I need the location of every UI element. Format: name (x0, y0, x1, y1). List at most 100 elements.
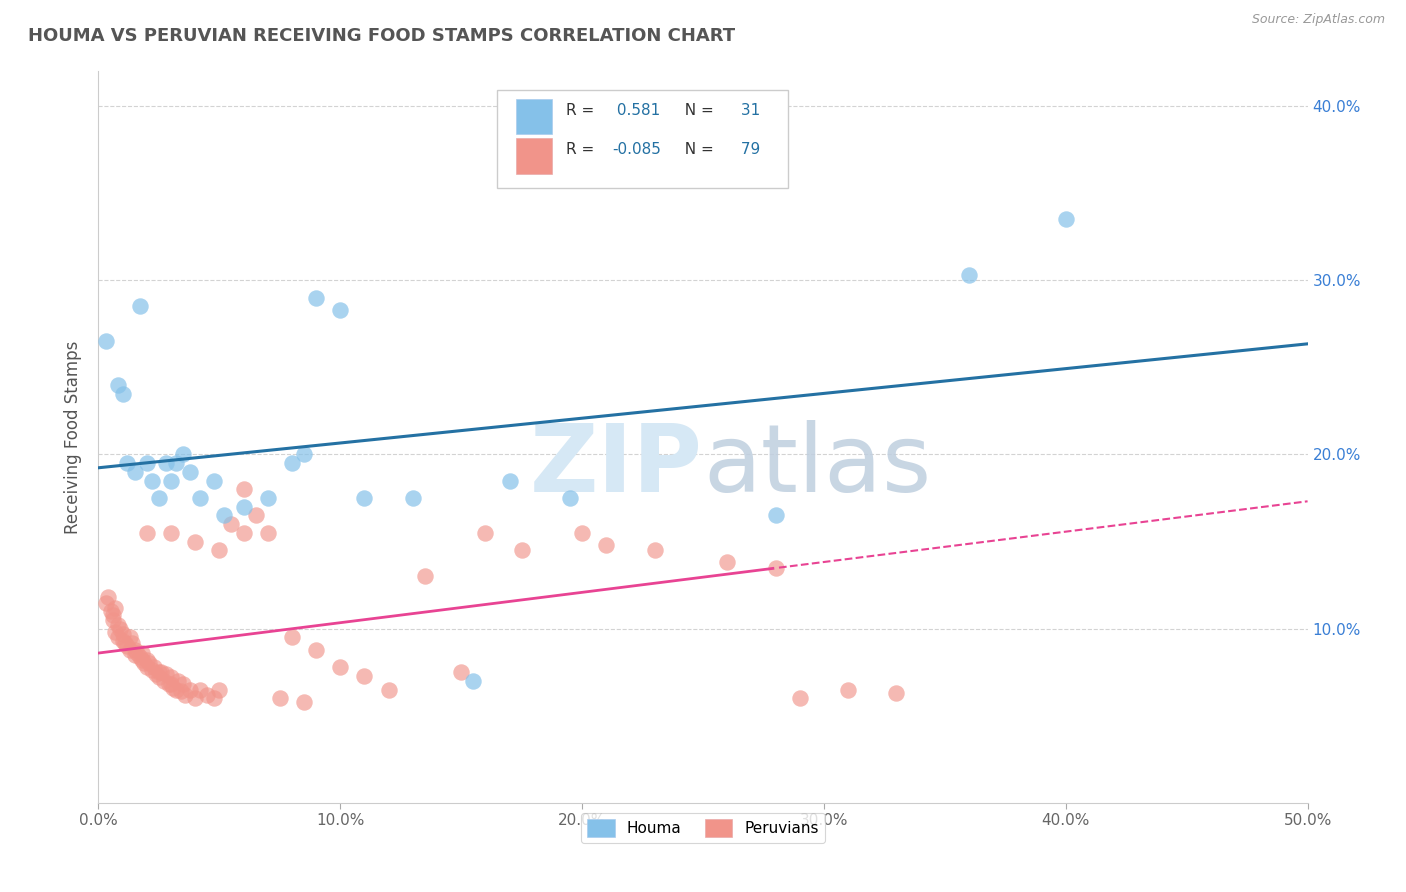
Point (413, 569, 436, 583)
Point (281, 631, 304, 645)
Point (124, 465, 146, 479)
Point (155, 456, 177, 470)
Bar (516, 138, 551, 174)
Point (474, 525, 496, 540)
Point (184, 534, 207, 549)
Point (97, 591, 120, 605)
Point (402, 491, 425, 505)
Legend: Houma, Peruvians: Houma, Peruvians (581, 813, 825, 843)
Text: HOUMA VS PERUVIAN RECEIVING FOOD STAMPS CORRELATION CHART: HOUMA VS PERUVIAN RECEIVING FOOD STAMPS … (28, 27, 735, 45)
Point (138, 657, 160, 671)
Point (101, 607, 124, 622)
Point (162, 681, 184, 695)
Point (107, 377, 129, 392)
Point (94, 595, 117, 609)
Point (148, 665, 170, 680)
Point (121, 635, 143, 649)
Point (101, 613, 124, 627)
Point (329, 302, 352, 317)
Point (118, 642, 141, 657)
Point (765, 508, 787, 523)
Point (145, 667, 167, 681)
Point (172, 677, 194, 691)
Point (188, 682, 211, 697)
Point (232, 525, 254, 540)
Text: -0.085: -0.085 (613, 143, 661, 157)
Point (148, 491, 170, 505)
Point (117, 639, 139, 653)
Point (644, 543, 666, 558)
Point (107, 618, 129, 632)
Point (160, 670, 183, 684)
Point (124, 648, 146, 662)
Point (141, 664, 163, 678)
Point (184, 691, 207, 706)
Point (558, 491, 581, 505)
Point (155, 667, 177, 681)
Point (245, 508, 267, 523)
Point (353, 668, 375, 682)
Point (143, 660, 166, 674)
Point (148, 670, 170, 684)
Point (510, 543, 533, 558)
Point (165, 682, 187, 697)
Point (886, 686, 908, 700)
Point (188, 491, 211, 505)
Point (208, 543, 231, 558)
Point (165, 456, 187, 470)
Point (957, 268, 980, 282)
Point (195, 688, 218, 702)
Point (204, 474, 226, 488)
Text: 79: 79 (735, 143, 759, 157)
Point (179, 682, 201, 697)
Point (292, 695, 315, 709)
Point (104, 600, 127, 615)
Point (124, 642, 146, 657)
Point (107, 631, 129, 645)
Point (353, 491, 375, 505)
Point (571, 525, 593, 540)
Point (134, 657, 156, 671)
Point (135, 653, 157, 667)
Point (128, 300, 150, 314)
Point (305, 642, 328, 657)
Point (174, 688, 197, 702)
Point (141, 474, 163, 488)
Point (131, 646, 153, 660)
Point (108, 622, 131, 636)
Point (160, 677, 183, 691)
Text: atlas: atlas (703, 420, 931, 512)
Point (117, 456, 139, 470)
Point (128, 649, 150, 664)
Point (232, 500, 254, 514)
Point (172, 448, 194, 462)
Point (131, 653, 153, 667)
Y-axis label: Receiving Food Stamps: Receiving Food Stamps (65, 341, 83, 533)
Point (463, 673, 485, 688)
Point (118, 631, 141, 645)
Point (135, 456, 157, 470)
Point (104, 625, 127, 640)
Point (281, 456, 304, 470)
Point (114, 635, 136, 649)
Point (292, 448, 315, 462)
Point (179, 465, 201, 479)
Text: ZIP: ZIP (530, 420, 703, 512)
Point (212, 508, 235, 523)
FancyBboxPatch shape (498, 90, 787, 188)
Text: N =: N = (675, 103, 718, 118)
Point (789, 691, 811, 706)
Text: R =: R = (567, 143, 599, 157)
Text: Source: ZipAtlas.com: Source: ZipAtlas.com (1251, 13, 1385, 27)
Point (111, 633, 134, 648)
Text: 0.581: 0.581 (613, 103, 661, 118)
Text: R =: R = (567, 103, 599, 118)
Bar (516, 99, 551, 134)
Point (167, 673, 190, 688)
Point (111, 627, 134, 641)
Point (716, 556, 738, 570)
Text: 31: 31 (735, 103, 759, 118)
Point (377, 682, 399, 697)
Point (329, 660, 352, 674)
Point (135, 525, 157, 540)
